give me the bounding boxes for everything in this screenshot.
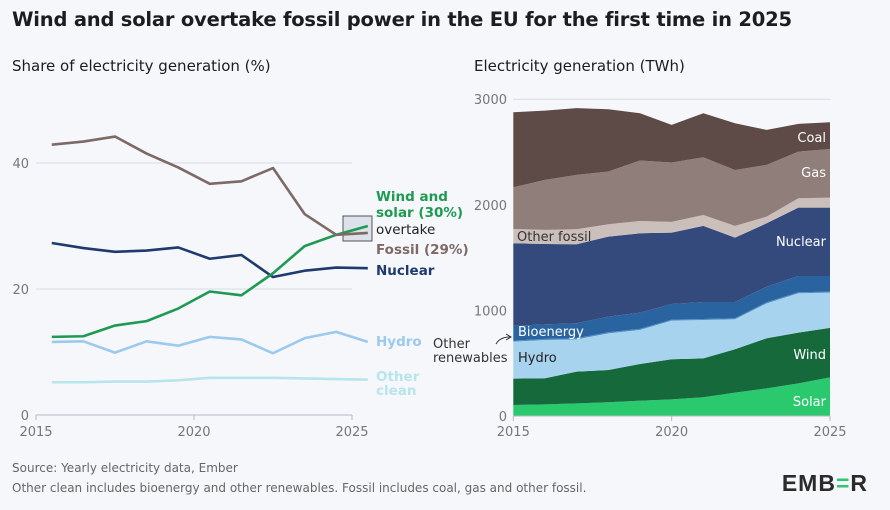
page-title: Wind and solar overtake fossil power in … [12, 8, 792, 31]
area-label: Nuclear [776, 235, 827, 250]
x-tick-label: 2020 [177, 425, 210, 440]
area-label: Hydro [518, 351, 557, 366]
area-label: Gas [801, 166, 826, 181]
area-other-fossil [513, 197, 830, 245]
y-tick-label: 20 [12, 283, 29, 298]
area-bioenergy [513, 275, 830, 341]
y-tick-label: 0 [499, 410, 507, 425]
area-label: Coal [797, 131, 826, 146]
area-label: Solar [793, 395, 827, 410]
area-label: renewables [433, 351, 508, 366]
source-note: Source: Yearly electricity data, Ember [12, 461, 238, 475]
y-tick-label: 2000 [474, 199, 507, 214]
arrowhead-icon [505, 333, 512, 341]
area-label: Bioenergy [518, 325, 584, 340]
annotation-overtake: overtake [376, 222, 435, 238]
line-nuclear [51, 241, 368, 279]
line-wind-and-solar- [51, 224, 369, 339]
ember-logo: EMB=R [781, 470, 868, 496]
area-hydro [513, 292, 830, 379]
x-tick-label: 2015 [497, 425, 530, 440]
x-tick-label: 2025 [813, 425, 846, 440]
area-wind [513, 327, 830, 406]
arrow-icon [495, 336, 511, 345]
series-label: Fossil (29%) [376, 242, 469, 258]
footnote: Other clean includes bioenergy and other… [12, 481, 587, 495]
series-label: solar (30%) [376, 205, 463, 221]
area-label: Other [433, 337, 471, 352]
left-chart-title: Share of electricity generation (%) [12, 57, 271, 75]
series-label: Nuclear [376, 263, 435, 279]
y-tick-label: 1000 [474, 304, 507, 319]
x-tick-label: 2025 [335, 425, 368, 440]
x-tick-label: 2020 [655, 425, 688, 440]
series-label: Hydro [376, 334, 422, 350]
area-label: Other fossil [517, 230, 591, 245]
y-tick-label: 40 [12, 157, 29, 172]
line-hydro [51, 330, 369, 355]
series-label: Wind and [376, 189, 448, 205]
line-fossil- [51, 135, 368, 237]
x-tick-label: 2015 [19, 425, 52, 440]
series-label: Other [376, 369, 420, 385]
series-label: clean [376, 383, 417, 399]
area-nuclear [513, 207, 830, 326]
area-coal [513, 108, 830, 188]
line-other-clean [51, 376, 368, 384]
area-solar [513, 377, 830, 416]
y-tick-label: 3000 [474, 93, 507, 108]
y-tick-label: 0 [21, 409, 29, 424]
area-label: Wind [793, 348, 826, 363]
right-chart-title: Electricity generation (TWh) [474, 57, 685, 75]
area-gas [513, 148, 830, 230]
